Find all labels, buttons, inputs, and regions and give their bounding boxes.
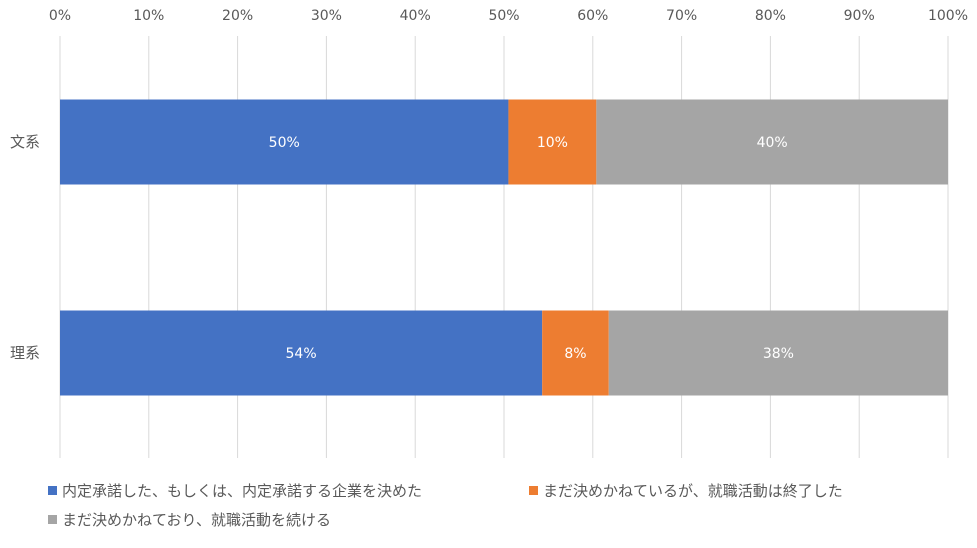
bars: 50% 10% 40% 54% 8% 38%	[60, 99, 948, 396]
data-label: 40%	[757, 135, 788, 151]
x-tick-label: 90%	[844, 8, 875, 24]
legend-item: まだ決めかねているが、就職活動は終了した	[529, 480, 843, 501]
x-tick-label: 60%	[577, 8, 608, 24]
bar-segment	[508, 99, 597, 185]
bar-segment	[608, 310, 948, 396]
data-label: 54%	[286, 346, 317, 362]
x-tick-label: 20%	[222, 8, 253, 24]
x-tick-label: 0%	[49, 8, 71, 24]
legend-label: 内定承諾した、もしくは、内定承諾する企業を決めた	[62, 482, 423, 500]
x-tick-label: 80%	[755, 8, 786, 24]
legend-swatch	[48, 486, 57, 495]
data-label: 38%	[763, 346, 794, 362]
data-label: 8%	[564, 346, 586, 362]
x-axis-ticks: 0% 10% 20% 30% 40% 50% 60% 70% 80% 90% 100%	[49, 8, 968, 24]
bar-segment	[542, 310, 609, 396]
legend-item: 内定承諾した、もしくは、内定承諾する企業を決めた	[48, 480, 422, 501]
legend-label: まだ決めかねており、就職活動を続ける	[62, 511, 331, 529]
legend-swatch	[529, 486, 538, 495]
category-label: 文系	[10, 133, 40, 151]
x-tick-label: 40%	[400, 8, 431, 24]
x-tick-label: 50%	[488, 8, 519, 24]
bar-segment	[596, 99, 948, 185]
bar-segment	[60, 99, 509, 185]
category-label: 理系	[10, 344, 40, 362]
data-label: 50%	[269, 135, 300, 151]
x-tick-label: 100%	[928, 8, 968, 24]
legend-label: まだ決めかねているが、就職活動は終了した	[543, 482, 843, 500]
legend-swatch	[48, 515, 57, 524]
x-tick-label: 70%	[666, 8, 697, 24]
x-tick-label: 10%	[133, 8, 164, 24]
bar-segment	[60, 310, 543, 396]
data-label: 10%	[537, 135, 568, 151]
x-tick-label: 30%	[311, 8, 342, 24]
legend-item: まだ決めかねており、就職活動を続ける	[48, 509, 331, 530]
